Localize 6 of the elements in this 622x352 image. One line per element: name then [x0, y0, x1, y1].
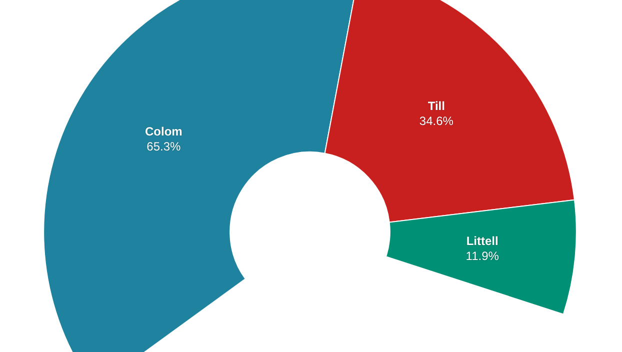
data-label: 11.9%	[466, 248, 500, 263]
slice-label: Colom	[145, 124, 182, 139]
data-label: 65.3%	[146, 140, 182, 154]
slice-label: Littell	[466, 234, 498, 248]
data-label: 34.6%	[419, 114, 454, 128]
slice-label: Till	[428, 98, 445, 113]
